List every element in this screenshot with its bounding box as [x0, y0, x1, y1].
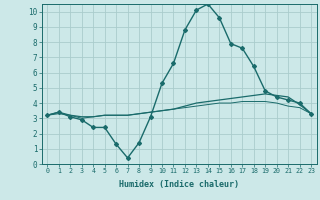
X-axis label: Humidex (Indice chaleur): Humidex (Indice chaleur): [119, 180, 239, 189]
